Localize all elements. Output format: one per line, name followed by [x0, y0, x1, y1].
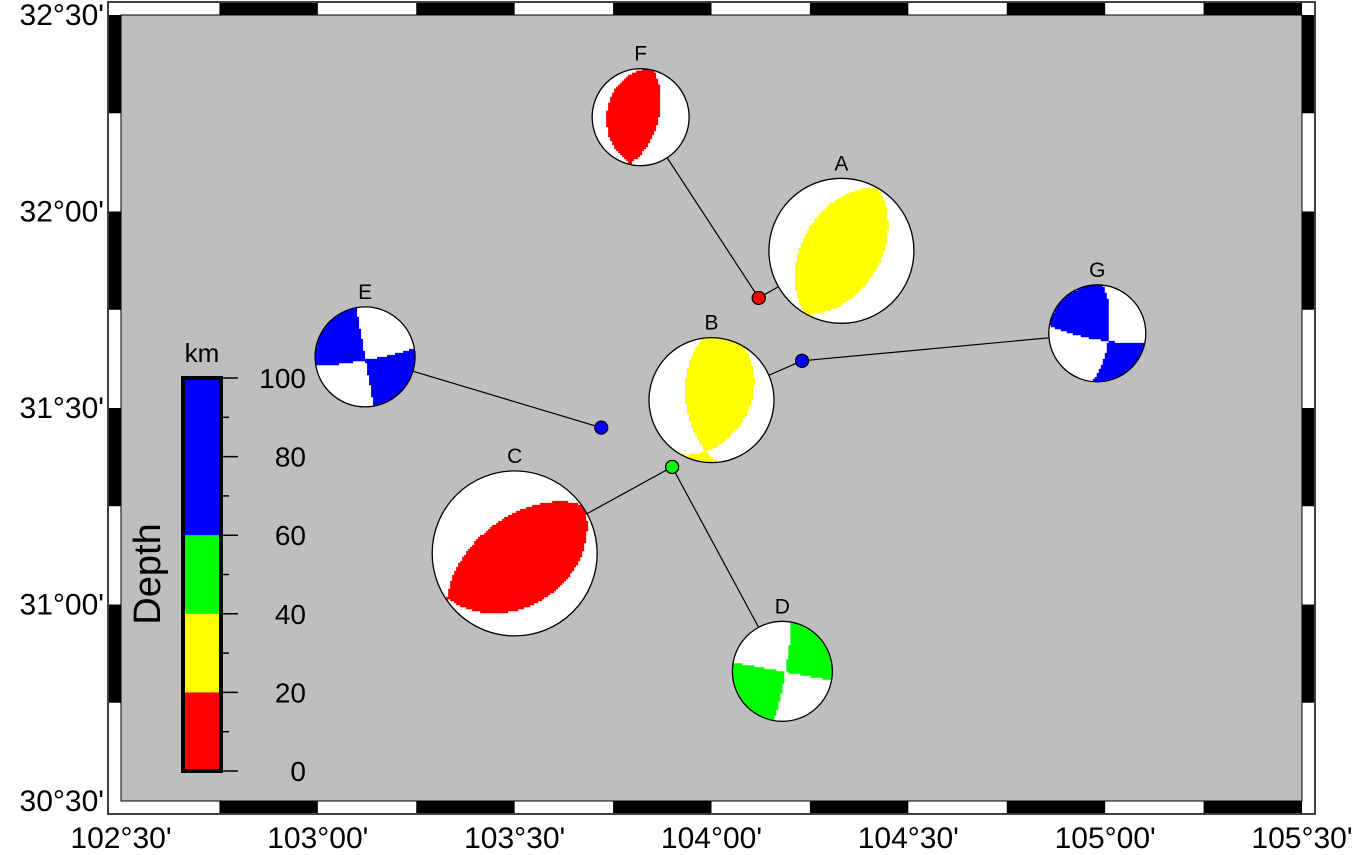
lon-tick-label: 102°30' [70, 822, 171, 855]
frame-segment-right [1302, 211, 1314, 310]
lon-tick-label: 104°30' [858, 822, 959, 855]
frame-segment-left [109, 604, 121, 703]
event-marker-g [794, 353, 810, 368]
colorbar-tick-label: 100 [259, 363, 306, 394]
colorbar-tick-label: 20 [275, 677, 306, 708]
colorbar-band [183, 613, 221, 693]
frame-segment-left [109, 408, 121, 507]
beachballs: A B C D E F G [314, 43, 1147, 722]
leader-line-g [801, 332, 1098, 362]
frame-segment-bottom [1203, 801, 1302, 813]
beachball-compressional-d [732, 621, 833, 722]
lon-tick-label: 105°30' [1251, 822, 1352, 855]
lon-tick-label: 103°00' [267, 822, 368, 855]
beachball-label-e: E [358, 281, 372, 304]
frame-segment-bottom [219, 801, 318, 813]
lon-tick-label: 103°30' [464, 822, 565, 855]
colorbar-tick-label: 80 [275, 442, 306, 473]
colorbar-title: Depth [127, 523, 169, 624]
frame-segment-bottom [1006, 801, 1106, 813]
beachball-d: D [731, 595, 834, 722]
frame-segment-bottom [416, 801, 515, 813]
lat-tick-label: 31°00' [20, 589, 104, 622]
beachball-a: A [768, 152, 915, 324]
beachball-c: C [431, 445, 598, 637]
beachball-compressional-c [446, 500, 589, 614]
lon-tick-label: 105°00' [1055, 822, 1156, 855]
lat-tick-label: 32°00' [20, 196, 104, 229]
frame-segment-top [416, 3, 515, 15]
beachball-compressional-a [794, 188, 889, 315]
beachball-compressional-b [681, 337, 755, 463]
event-marker-d [665, 459, 680, 475]
beachball-label-g: G [1089, 259, 1105, 282]
colorbar-band [183, 692, 221, 771]
beachball-compressional-f [606, 68, 661, 166]
frame-segment-right [1302, 604, 1314, 703]
beachball-compressional-g [1048, 284, 1145, 382]
beachball-label-b: B [704, 312, 718, 335]
colorbar-tick-label: 60 [275, 520, 306, 551]
frame-segment-left [109, 15, 121, 114]
beachball-e: E [314, 281, 416, 408]
frame-segment-right [1302, 408, 1314, 507]
colorbar-band [183, 378, 221, 536]
colorbar-unit: km [185, 338, 220, 368]
lat-tick-label: 32°30' [20, 0, 104, 32]
frame-segment-top [1203, 3, 1302, 15]
lat-tick-label: 30°30' [20, 785, 104, 818]
frame-segment-bottom [613, 801, 712, 813]
event-markers [594, 290, 810, 475]
lon-tick-label: 104°00' [661, 822, 762, 855]
lat-tick-label: 31°30' [20, 392, 104, 425]
beachball-label-a: A [834, 152, 848, 175]
beachball-f: F [591, 43, 690, 167]
event-marker-f [751, 290, 766, 306]
beachball-label-d: D [775, 595, 790, 618]
frame-segment-top [613, 3, 712, 15]
colorbar-tick-label: 40 [275, 599, 306, 630]
beachball-b: B [648, 312, 775, 464]
frame-segment-top [1006, 3, 1106, 15]
colorbar-tick-label: 0 [290, 756, 306, 787]
frame-segment-bottom [809, 801, 909, 813]
frame-segment-right [1302, 15, 1314, 114]
depth-colorbar: 0 20 40 60 80 100 km Depth [127, 338, 306, 787]
beachball-label-c: C [507, 445, 522, 468]
frame-segment-top [219, 3, 318, 15]
beachball-label-f: F [634, 43, 647, 66]
colorbar-band [183, 535, 221, 614]
beachball-g: G [1048, 259, 1147, 383]
event-marker-e [594, 420, 609, 435]
beachball-compressional-e [315, 306, 416, 407]
frame-segment-top [809, 3, 909, 15]
axis-tick-labels: 102°30' 103°00' 103°30' 104°00' 104°30' 105°0… [20, 0, 1353, 855]
frame-segment-left [109, 211, 121, 310]
